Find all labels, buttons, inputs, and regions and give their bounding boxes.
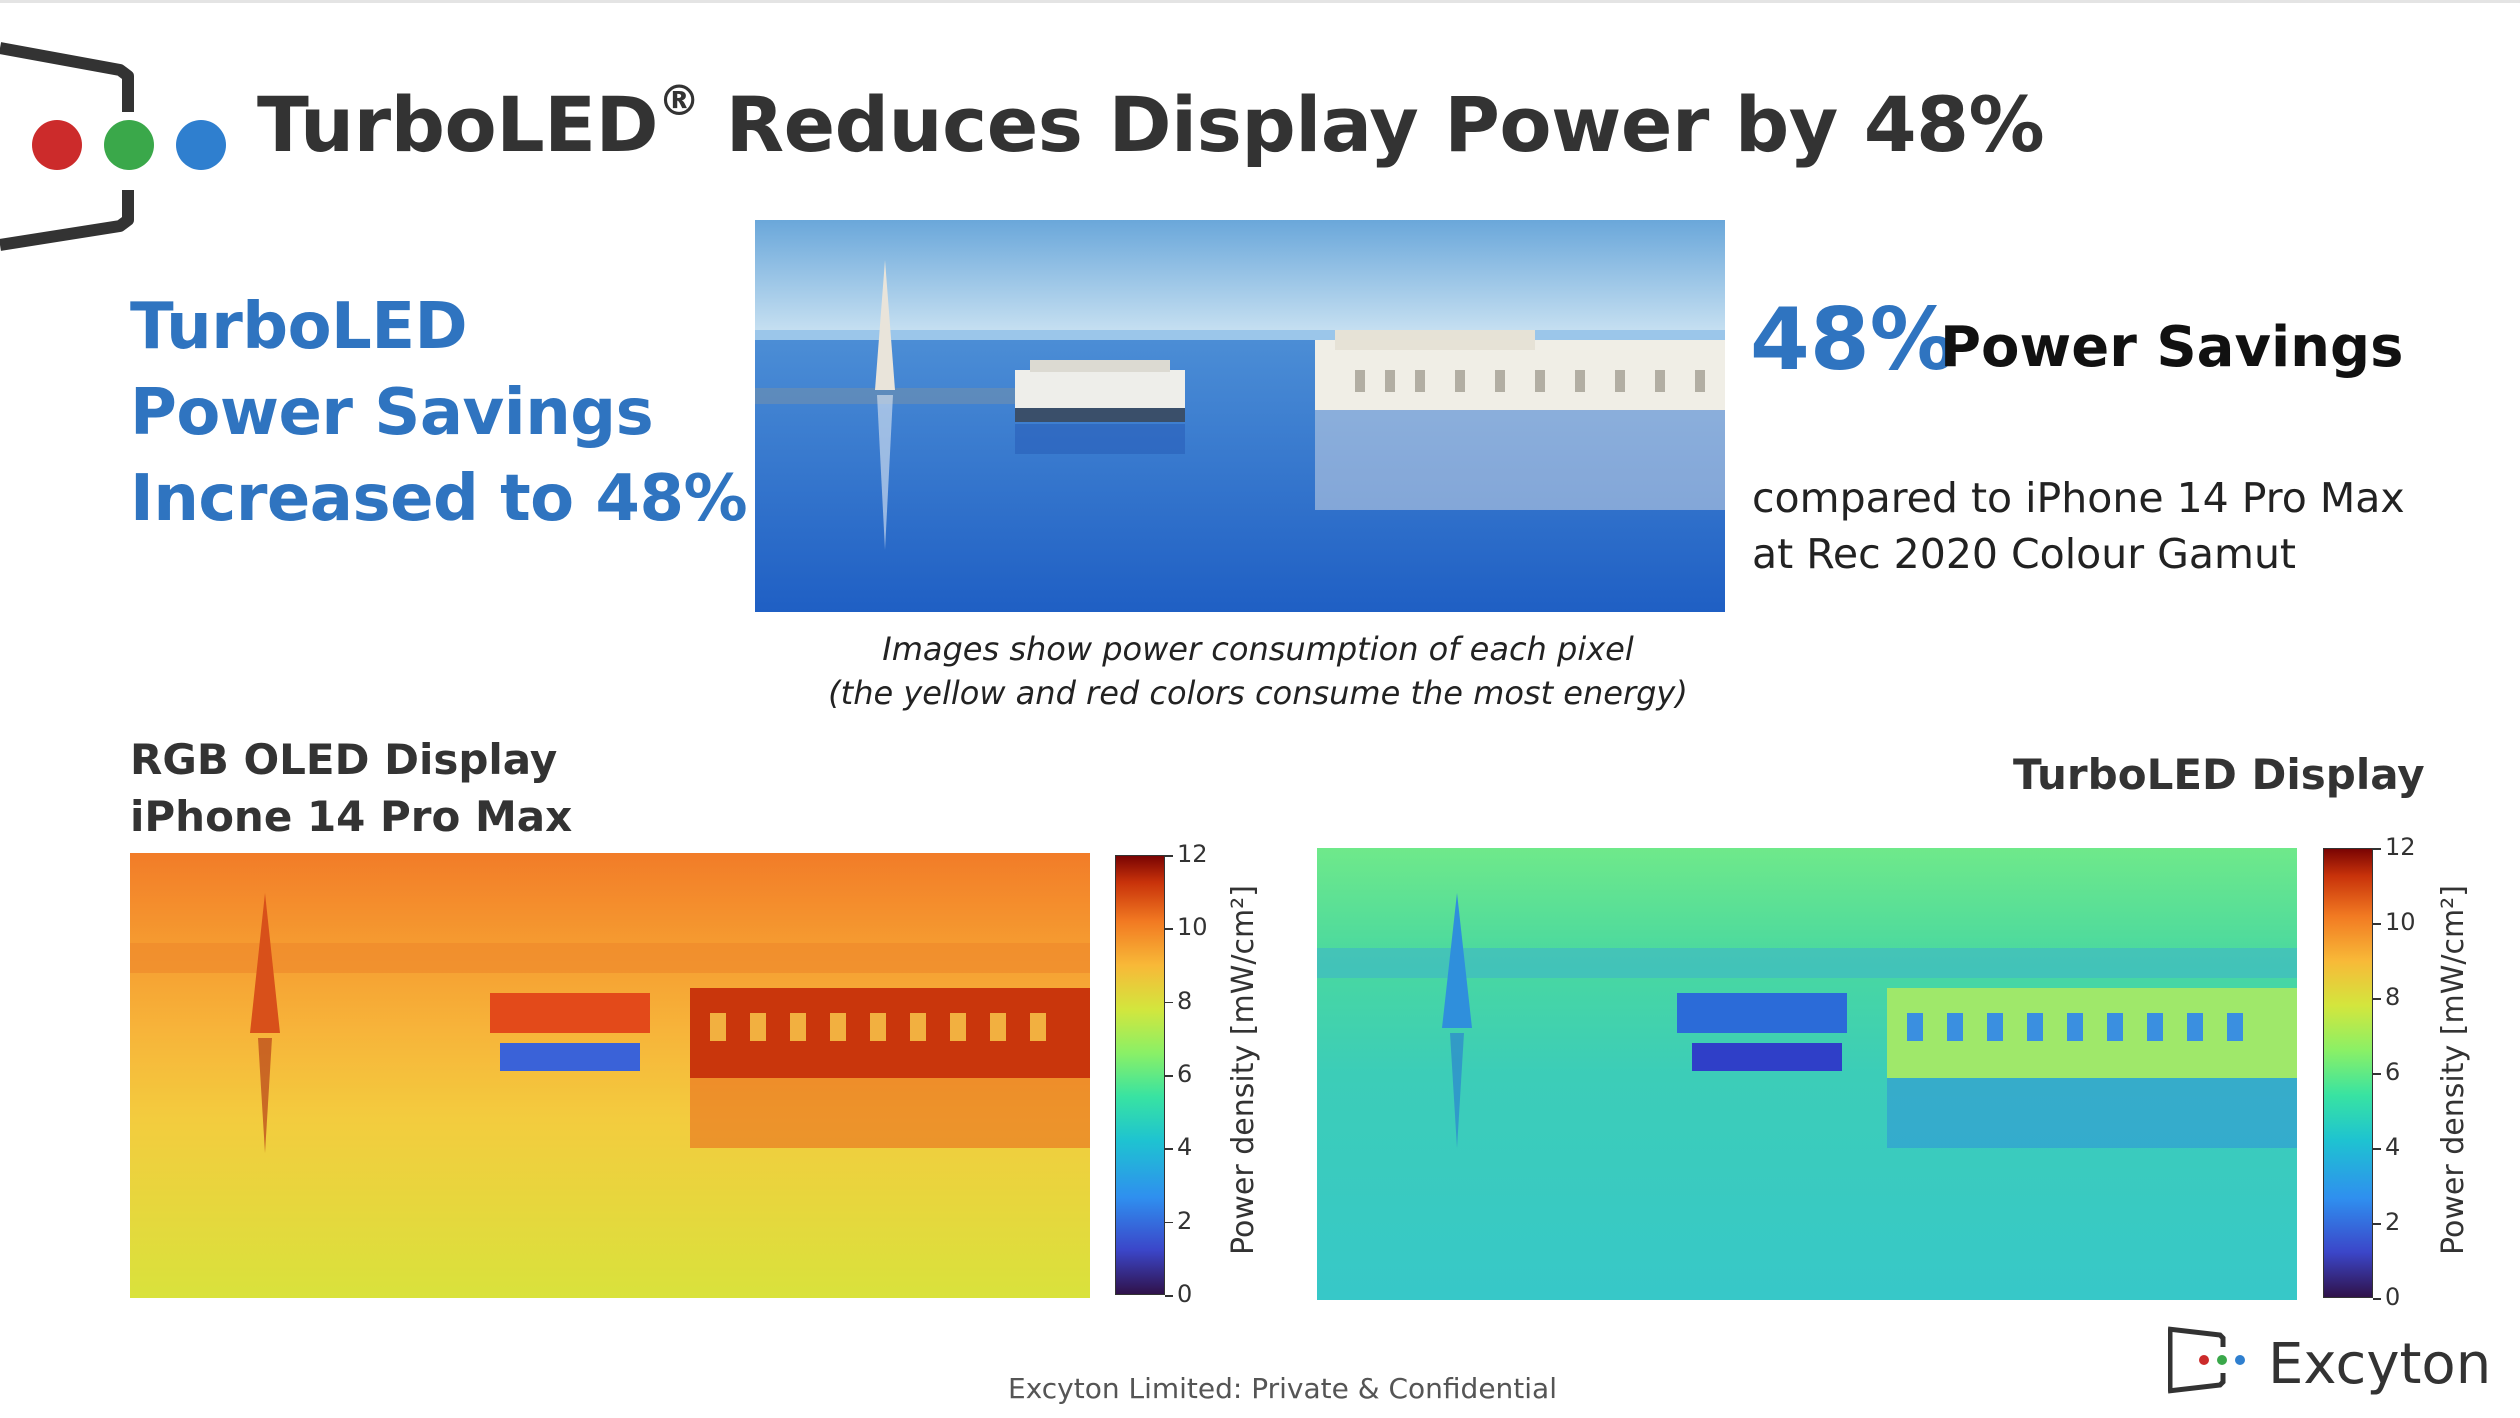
rgb-oled-colorbar-tickmark bbox=[1165, 1075, 1173, 1077]
caption-line-1: Images show power consumption of each pi… bbox=[882, 630, 1634, 668]
turboled-colorbar-tickmark bbox=[2373, 1073, 2381, 1075]
rgb-oled-colorbar-tickmark bbox=[1165, 928, 1173, 930]
iphone-label: iPhone 14 Pro Max bbox=[130, 792, 573, 841]
turboled-colorbar-tick: 4 bbox=[2385, 1133, 2401, 1161]
turboled-heatmap bbox=[1317, 848, 2297, 1300]
rgb-oled-colorbar-tickmark bbox=[1165, 855, 1173, 857]
logo-green-dot bbox=[104, 120, 154, 170]
power-savings-label: Power Savings bbox=[1940, 315, 2404, 380]
headline-line-1: TurboLED bbox=[130, 290, 468, 364]
comparison-line-2: at Rec 2020 Colour Gamut bbox=[1752, 530, 2297, 578]
comparison-line-1: compared to iPhone 14 Pro Max bbox=[1752, 474, 2405, 522]
top-border-line bbox=[0, 0, 2520, 3]
logo-red-dot bbox=[32, 120, 82, 170]
turboled-colorbar-tickmark bbox=[2373, 998, 2381, 1000]
turboled-colorbar-label: Power density [mW/cm²] bbox=[2436, 885, 2471, 1255]
rgb-oled-colorbar-label: Power density [mW/cm²] bbox=[1226, 885, 1261, 1255]
rgb-oled-colorbar-tick: 4 bbox=[1177, 1133, 1193, 1162]
rgb-oled-colorbar-tick: 2 bbox=[1177, 1206, 1193, 1235]
turboled-colorbar-tickmark bbox=[2373, 923, 2381, 925]
rgb-oled-colorbar-tickmark bbox=[1165, 1001, 1173, 1004]
turboled-colorbar-tick: 2 bbox=[2385, 1208, 2401, 1236]
rgb-oled-colorbar bbox=[1115, 855, 1165, 1295]
rgb-oled-colorbar-tickmark bbox=[1165, 1221, 1173, 1224]
rgb-oled-colorbar-tickmark bbox=[1165, 1295, 1173, 1297]
turboled-colorbar-tick: 0 bbox=[2385, 1283, 2401, 1311]
rgb-oled-colorbar-tick: 0 bbox=[1177, 1280, 1193, 1308]
caption-line-2: (the yellow and red colors consume the m… bbox=[828, 674, 1688, 712]
excyton-logo-mark bbox=[0, 40, 240, 260]
turboled-colorbar-tick: 6 bbox=[2385, 1058, 2401, 1086]
rgb-oled-colorbar-tick: 8 bbox=[1177, 986, 1193, 1015]
turboled-colorbar-tickmark bbox=[2373, 1298, 2381, 1300]
turboled-colorbar-tickmark bbox=[2373, 1148, 2381, 1150]
turboled-display-label: TurboLED Display bbox=[2013, 750, 2425, 799]
turboled-colorbar-tickmark bbox=[2373, 1223, 2381, 1225]
slide-title: TurboLED® Reduces Display Power by 48% bbox=[257, 76, 2045, 169]
rgb-oled-colorbar-tick: 10 bbox=[1177, 913, 1208, 942]
headline-line-2: Power Savings bbox=[130, 376, 654, 450]
brand-name: Excyton bbox=[2268, 1332, 2492, 1397]
rgb-oled-colorbar-tickmark bbox=[1165, 1148, 1173, 1150]
logo-blue-dot bbox=[176, 120, 226, 170]
turboled-colorbar bbox=[2323, 848, 2373, 1298]
turboled-colorbar-tickmark bbox=[2373, 848, 2381, 850]
turboled-colorbar-tick: 10 bbox=[2385, 908, 2416, 936]
excyton-brand-logo bbox=[2168, 1325, 2508, 1395]
rgb-oled-heatmap bbox=[130, 853, 1090, 1298]
turboled-colorbar-tick: 8 bbox=[2385, 983, 2401, 1011]
footer-confidential-text: Excyton Limited: Private & Confidential bbox=[1008, 1372, 1557, 1405]
turboled-colorbar-tick: 12 bbox=[2385, 833, 2416, 861]
rgb-oled-label: RGB OLED Display bbox=[130, 735, 558, 784]
rgb-oled-colorbar-tick: 12 bbox=[1177, 840, 1208, 868]
rgb-oled-colorbar-tick: 6 bbox=[1177, 1060, 1193, 1088]
savings-percent: 48% bbox=[1750, 290, 1956, 390]
headline-line-3: Increased to 48% bbox=[130, 462, 748, 536]
waterfront-photo bbox=[755, 220, 1725, 612]
